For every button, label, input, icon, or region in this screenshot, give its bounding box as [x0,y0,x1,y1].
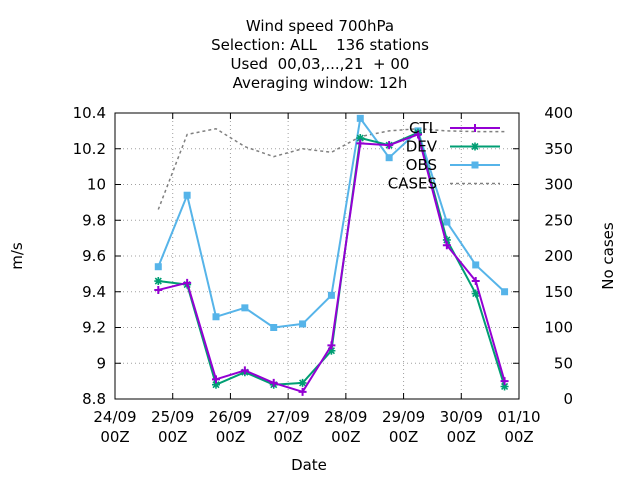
y-tick-label: 9.4 [82,283,106,301]
data-point [442,241,451,250]
x-tick-label: 25/09 [151,408,194,426]
title-line: Used 00,03,...,21 + 00 [231,55,410,73]
y2-tick-label: 200 [544,247,573,265]
title-line: Wind speed 700hPa [246,17,394,35]
x-tick-label: 00Z [389,428,418,446]
data-point [241,304,249,312]
data-point [472,261,480,269]
data-point [442,235,451,244]
data-point [471,124,479,132]
y2-tick-label: 50 [554,354,573,372]
y-tick-label: 10.2 [73,140,106,158]
x-tick-label: 26/09 [209,408,252,426]
data-point [443,218,451,226]
data-point [154,263,162,271]
data-point [270,324,278,331]
data-point [356,134,365,143]
x-tick-label: 01/10 [497,408,540,426]
data-point [471,289,480,298]
x-tick-label: 00Z [158,428,187,446]
y-tick-label: 9.6 [82,247,106,265]
legend-item-dev: DEV [406,138,500,156]
data-point [212,380,220,389]
data-point [299,320,307,328]
data-point [501,288,509,296]
y2-tick-label: 150 [544,283,573,301]
x-tick-label: 28/09 [324,408,367,426]
y2-tick-label: 400 [544,104,573,122]
data-point [240,366,249,375]
y2-axis-label: No cases [599,222,617,290]
legend-label: DEV [406,138,438,156]
data-point [269,378,278,387]
x-tick-label: 24/09 [93,408,136,426]
x-tick-label: 00Z [447,428,476,446]
data-point [154,285,163,294]
legend-label: CASES [388,175,437,193]
data-point [154,277,163,286]
y-tick-label: 9.8 [82,211,106,229]
x-tick-label: 29/09 [382,408,425,426]
data-point [183,278,192,287]
y-tick-label: 8.8 [82,390,106,408]
data-point [212,375,220,384]
legend-label: OBS [406,156,437,174]
data-point [471,277,480,286]
series-line [157,127,505,210]
y-axis-label: m/s [8,242,26,270]
data-point [298,387,307,396]
data-point [471,142,479,151]
x-tick-label: 00Z [504,428,533,446]
x-tick-label: 27/09 [267,408,310,426]
x-tick-label: 00Z [331,428,360,446]
axes: 8.8 0 9 50 9.2 100 9.4 150 9.6 200 9.8 250 10 300 10.2… [73,104,573,446]
data-point [356,139,365,148]
y-tick-label: 9 [96,354,106,372]
legend-item-obs: OBS [406,156,500,174]
data-point [414,130,422,139]
legend-label: CTL [409,119,438,137]
data-point [471,161,479,169]
data-point [385,154,393,162]
data-point [212,313,220,321]
x-axis-label: Date [291,456,327,474]
x-tick-label: 00Z [100,428,129,446]
series-ctl [154,130,509,396]
data-point [298,378,307,387]
data-point [327,291,335,299]
y2-tick-label: 250 [544,211,573,229]
y2-tick-label: 0 [563,390,573,408]
legend-item-cases: CASES [388,175,500,193]
grid [115,113,519,399]
data-point [385,141,394,150]
data-point [356,114,364,122]
y-tick-label: 10 [87,176,106,194]
series-cases [157,127,505,210]
x-tick-label: 00Z [273,428,302,446]
y2-tick-label: 350 [544,140,573,158]
data-point [500,377,509,386]
y-tick-label: 9.2 [82,319,106,337]
y-tick-label: 10.4 [73,104,106,122]
series-layer [154,114,509,396]
y2-tick-label: 300 [544,176,573,194]
x-tick-label: 30/09 [440,408,483,426]
title-line: Averaging window: 12h [233,74,408,92]
data-point [327,346,336,355]
x-tick-label: 00Z [216,428,245,446]
legend-item-ctl: CTL [409,119,500,137]
data-point [327,341,336,350]
data-point [500,382,509,391]
data-point [183,191,191,199]
title-line: Selection: ALL 136 stations [211,36,429,54]
y2-tick-label: 100 [544,319,573,337]
